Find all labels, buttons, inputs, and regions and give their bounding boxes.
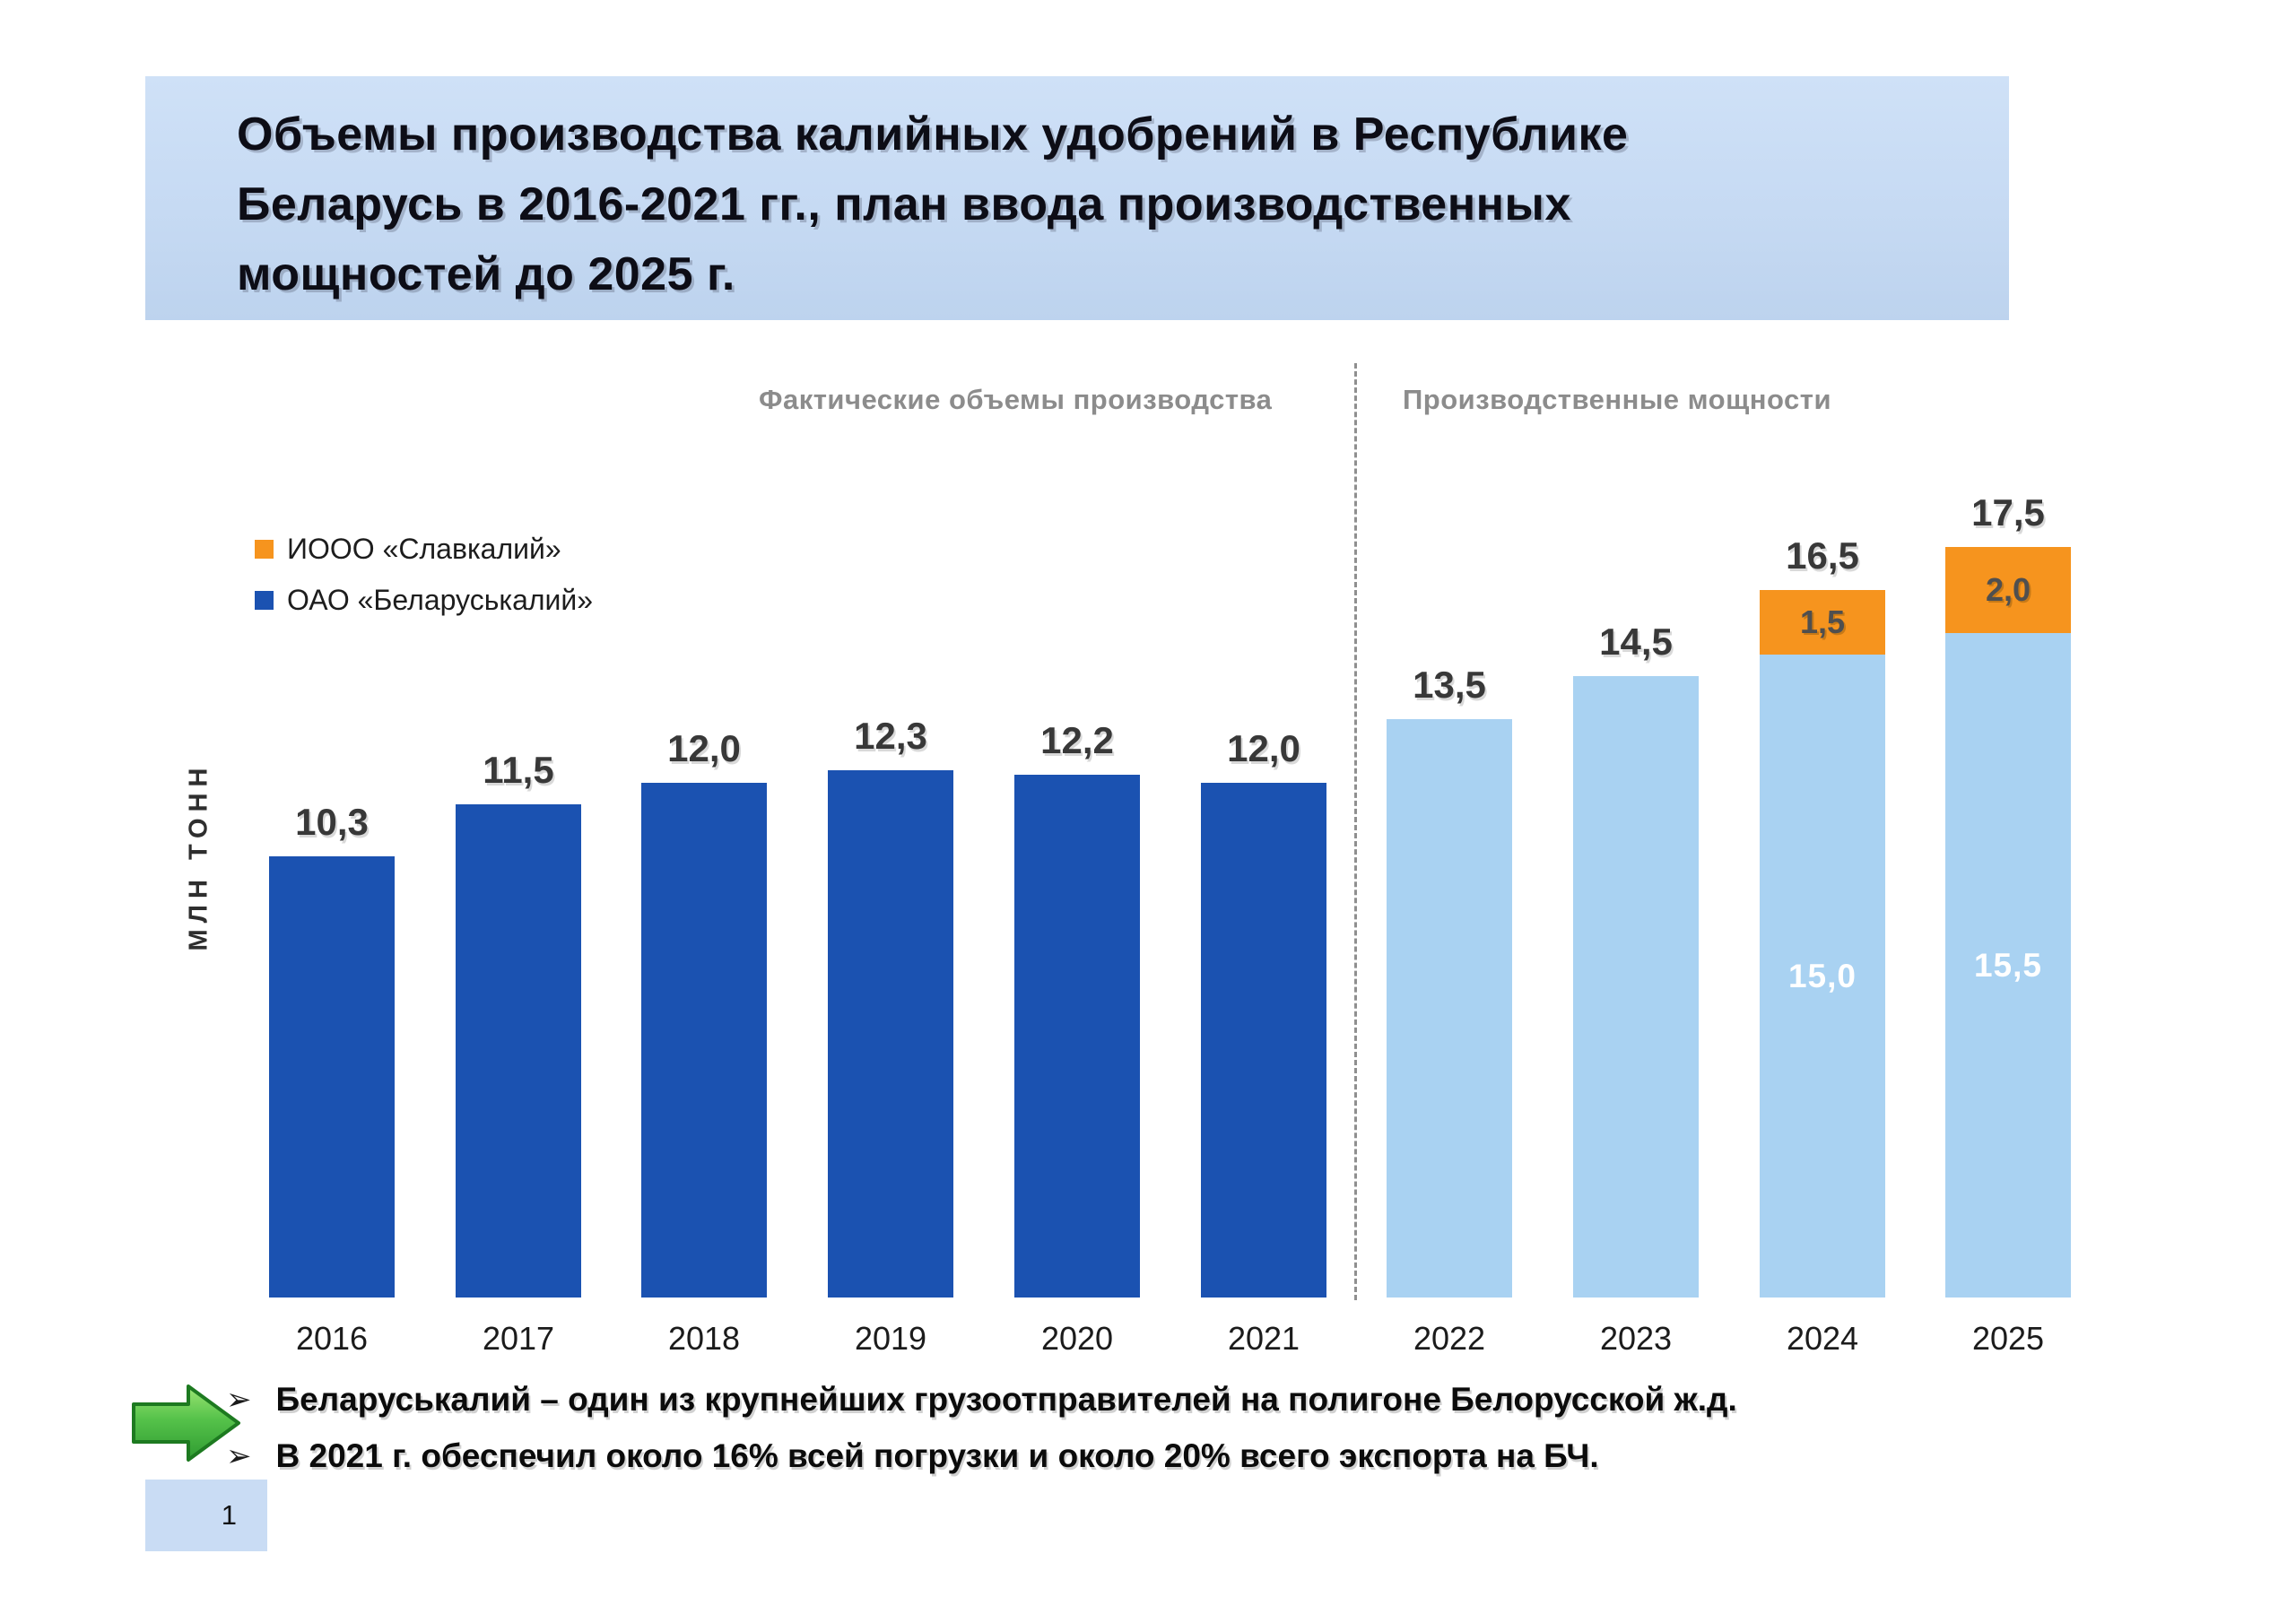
bar-segment-dark_blue <box>641 783 767 1298</box>
segment-value-label: 15,5 <box>1973 946 2042 984</box>
bar-2024: 15,0 1,5 16,5 <box>1760 534 1885 1298</box>
x-axis-year-label: 2025 <box>1971 1320 2045 1357</box>
bar-segment-dark_blue <box>269 856 395 1298</box>
bar-2025: 15,5 2,0 17,5 <box>1945 491 2071 1298</box>
bar-2020: 12,2 <box>1014 719 1140 1298</box>
bar-2023: 14,5 <box>1573 621 1699 1298</box>
bar-2021: 12,0 <box>1201 727 1326 1298</box>
x-axis-year-label: 2016 <box>295 1320 369 1357</box>
bullet-arrow-marker-icon: ➢ <box>226 1438 252 1474</box>
x-axis-year-label: 2020 <box>1040 1320 1114 1357</box>
bullet-item: ➢ В 2021 г. обеспечил около 16% всей пог… <box>226 1434 1737 1479</box>
legend-label: ОАО «Беларуськалий» <box>287 584 594 616</box>
section-label-production-capacity: Производственные мощности <box>1403 384 1831 415</box>
bar-2016: 10,3 <box>269 801 395 1298</box>
bar-total-label: 12,0 <box>1227 727 1300 769</box>
bullet-text: В 2021 г. обеспечил около 16% всей погру… <box>275 1437 1599 1474</box>
x-axis-year-label: 2024 <box>1786 1320 1859 1357</box>
x-axis-year-label: 2023 <box>1599 1320 1673 1357</box>
bar-total-label: 12,3 <box>854 715 927 757</box>
x-axis-year-label: 2018 <box>667 1320 741 1357</box>
legend-swatch-orange-icon <box>255 540 274 559</box>
bar-2019: 12,3 <box>828 715 953 1298</box>
title-banner: Объемы производства калийных удобрений в… <box>145 76 2009 320</box>
bar-2017: 11,5 <box>456 749 581 1298</box>
section-label-actual-production: Фактические объемы производства <box>759 384 1273 415</box>
bar-segment-dark_blue <box>1014 775 1140 1298</box>
bar-segment-dark_blue <box>828 770 953 1298</box>
x-axis-year-label: 2021 <box>1227 1320 1300 1357</box>
bar-segment-light_blue: 15,0 <box>1760 655 1885 1298</box>
bar-total-label: 12,2 <box>1040 719 1114 761</box>
page-number-box: 1 <box>145 1480 267 1551</box>
x-axis-year-label: 2022 <box>1413 1320 1486 1357</box>
legend-item-slavkaliy: ИООО «Славкалий» <box>255 533 593 566</box>
bar-segment-orange: 2,0 <box>1945 547 2071 633</box>
legend-item-belaruskaliy: ОАО «Беларуськалий» <box>255 584 593 617</box>
segment-value-label: 1,5 <box>1799 603 1846 640</box>
segment-value-label: 15,0 <box>1787 957 1857 994</box>
bar-total-label: 17,5 <box>1971 491 2045 534</box>
group-divider-dashed-line <box>1354 363 1357 1300</box>
bar-total-label: 14,5 <box>1599 621 1673 663</box>
bar-segment-light_blue: 15,5 <box>1945 633 2071 1298</box>
bullet-item: ➢ Беларуськалий – один из крупнейших гру… <box>226 1377 1737 1422</box>
bar-total-label: 11,5 <box>483 749 554 791</box>
x-axis-year-label: 2017 <box>482 1320 555 1357</box>
x-axis-year-label: 2019 <box>854 1320 927 1357</box>
bar-segment-orange: 1,5 <box>1760 590 1885 655</box>
slide-title: Объемы производства калийных удобрений в… <box>237 108 1629 300</box>
legend-swatch-blue-icon <box>255 591 274 610</box>
legend-label: ИООО «Славкалий» <box>287 533 561 565</box>
page-number: 1 <box>221 1499 237 1531</box>
bar-segment-dark_blue <box>1201 783 1326 1298</box>
bar-total-label: 16,5 <box>1786 534 1859 577</box>
bar-2022: 13,5 <box>1387 664 1512 1298</box>
bar-total-label: 12,0 <box>667 727 741 769</box>
bullet-text: Беларуськалий – один из крупнейших грузо… <box>275 1381 1737 1418</box>
bar-segment-dark_blue <box>456 804 581 1298</box>
bar-segment-light_blue <box>1573 676 1699 1298</box>
bar-segment-light_blue <box>1387 719 1512 1298</box>
segment-value-label: 2,0 <box>1985 571 2031 608</box>
chart-legend: ИООО «Славкалий» ОАО «Беларуськалий» <box>255 533 593 635</box>
green-arrow-icon <box>132 1384 240 1462</box>
bar-2018: 12,0 <box>641 727 767 1298</box>
bullet-list: ➢ Беларуськалий – один из крупнейших гру… <box>226 1377 1737 1490</box>
bullet-arrow-marker-icon: ➢ <box>226 1382 252 1418</box>
bar-total-label: 13,5 <box>1413 664 1486 706</box>
bar-total-label: 10,3 <box>295 801 369 843</box>
